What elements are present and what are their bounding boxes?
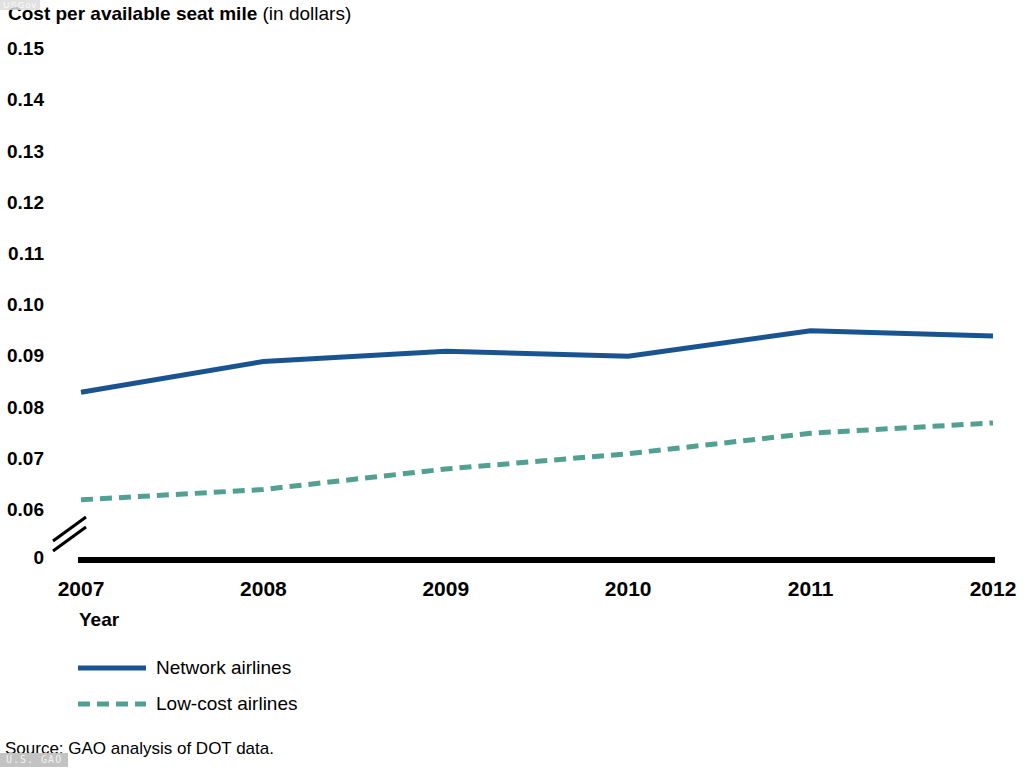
chart-figure: Cost per available seat mile (in dollars… — [0, 0, 1024, 768]
y-tick-label: 0.14 — [0, 89, 44, 111]
y-tick-label: 0.06 — [0, 499, 44, 521]
y-tick-label: 0.12 — [0, 192, 44, 214]
chart-title-main: Cost per available seat mile — [8, 3, 257, 24]
x-axis-line — [78, 557, 995, 563]
y-tick-label: 0.10 — [0, 294, 44, 316]
chart-title-suffix: (in dollars) — [257, 3, 351, 24]
legend-label-network-airlines: Network airlines — [156, 657, 291, 679]
network-airlines-line — [81, 331, 993, 393]
y-tick-label-zero: 0 — [0, 547, 44, 569]
x-tick-label: 2011 — [788, 577, 834, 601]
y-tick-label: 0.15 — [0, 38, 44, 60]
y-tick-label: 0.07 — [0, 448, 44, 470]
x-tick-label: 2009 — [422, 577, 469, 601]
y-tick-label: 0.13 — [0, 141, 44, 163]
y-tick-label: 0.09 — [0, 345, 44, 367]
x-tick-label: 2008 — [240, 577, 287, 601]
legend: Network airlines Low-cost airlines — [78, 650, 298, 722]
chart-title: Cost per available seat mile (in dollars… — [8, 3, 351, 25]
network-airlines-line-swatch — [78, 664, 146, 672]
y-tick-label: 0.08 — [0, 397, 44, 419]
x-tick-label: 2010 — [605, 577, 652, 601]
y-tick-label: 0.11 — [0, 243, 44, 265]
low-cost-airlines-line — [81, 423, 993, 500]
legend-item-low-cost-airlines: Low-cost airlines — [78, 686, 298, 722]
watermark-bottom-left: U.S. GAO — [0, 753, 68, 767]
x-tick-label: 2012 — [970, 577, 1017, 601]
x-axis-title: Year — [79, 609, 119, 631]
watermark-top-left: USGov — [0, 0, 40, 10]
x-tick-label: 2007 — [58, 577, 105, 601]
legend-label-low-cost-airlines: Low-cost airlines — [156, 693, 298, 715]
legend-item-network-airlines: Network airlines — [78, 650, 298, 686]
low-cost-airlines-line-swatch — [78, 700, 146, 708]
